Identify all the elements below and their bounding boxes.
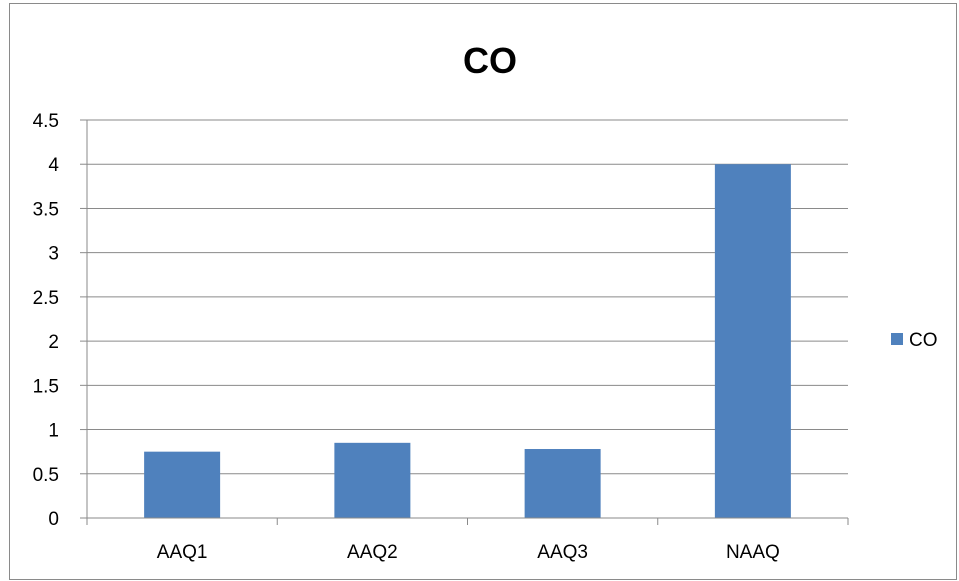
y-tick-label: 2 [48, 332, 59, 353]
bar-aaq2 [334, 442, 411, 518]
y-tick-labels: 0 0.5 1 1.5 2 2.5 3 3.5 4 4.5 [33, 111, 60, 530]
axes [86, 120, 849, 525]
x-tick-labels: AAQ1 AAQ2 AAQ3 NAAQ [157, 542, 780, 563]
y-tick-label: 3 [48, 244, 59, 265]
y-tick-label: 4.5 [33, 111, 59, 132]
bar-aaq1 [144, 451, 221, 518]
bar-naaq [714, 164, 791, 518]
y-tick-label: 1 [48, 421, 59, 442]
legend-swatch [891, 333, 903, 345]
x-tick-label: AAQ3 [537, 542, 588, 563]
y-tick-label: 0 [48, 509, 59, 530]
legend-label: CO [909, 330, 938, 351]
x-tick-label: NAAQ [726, 542, 780, 563]
y-tick-label: 0.5 [33, 465, 59, 486]
chart-title: CO [463, 40, 517, 81]
y-tick-label: 1.5 [33, 376, 59, 397]
legend: CO [891, 330, 938, 351]
bars [144, 164, 791, 518]
y-tick-label: 3.5 [33, 199, 59, 220]
y-tick-label: 2.5 [33, 288, 59, 309]
y-tick-label: 4 [48, 155, 59, 176]
x-tick-label: AAQ1 [157, 542, 208, 563]
bar-aaq3 [524, 449, 601, 518]
x-tick-label: AAQ2 [347, 542, 398, 563]
